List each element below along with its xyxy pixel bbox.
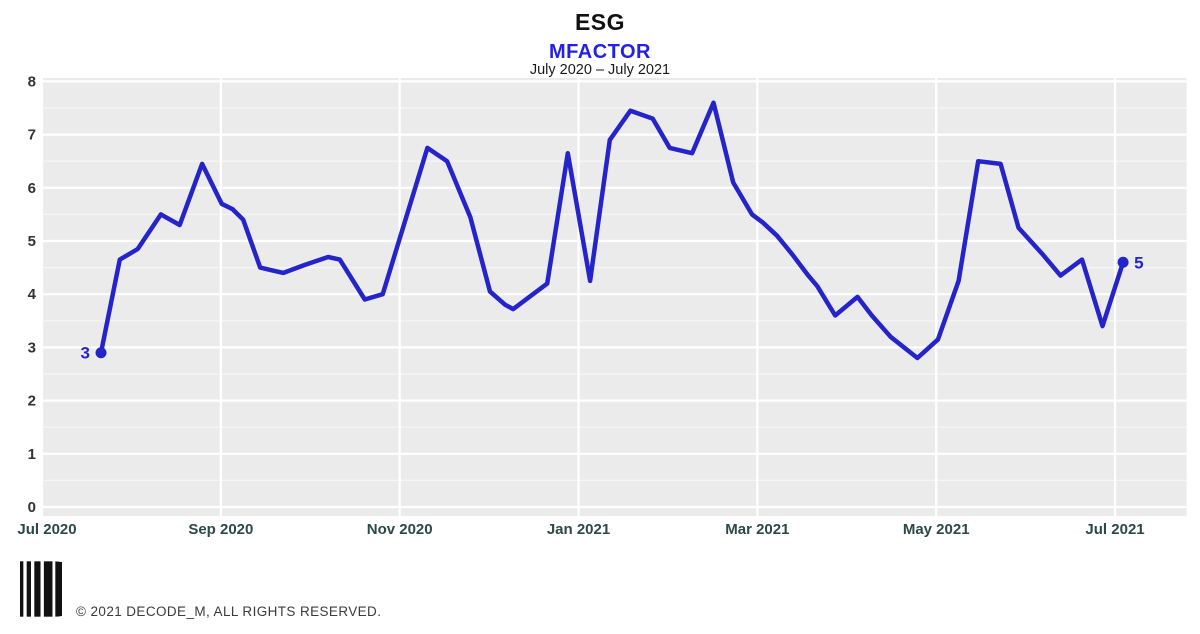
y-axis-tick-label: 1 <box>28 446 36 463</box>
y-axis-tick-label: 8 <box>28 73 36 90</box>
y-axis-tick-label: 2 <box>28 393 36 410</box>
chart-subtitle: MFACTOR <box>548 41 651 63</box>
copyright-text: © 2021 DECODE_M, ALL RIGHTS RESERVED. <box>76 604 382 619</box>
x-axis-tick-label: Jan 2021 <box>547 521 610 538</box>
x-axis-tick-label: May 2021 <box>903 521 970 538</box>
x-axis-tick-label: Jul 2020 <box>17 521 76 538</box>
plot-area <box>42 78 1187 516</box>
y-axis-tick-label: 4 <box>28 286 37 303</box>
line-chart: 0 1 2 3 4 5 6 7 8 Jul 2020 Sep 2020 Nov 2020 Jan 202… <box>17 73 1187 538</box>
x-axis-tick-label: Nov 2020 <box>367 521 433 538</box>
series-end-value-label: 5 <box>1134 253 1143 272</box>
series-start-point <box>95 347 107 359</box>
y-axis-tick-label: 7 <box>28 127 36 144</box>
x-axis-tick-label: Sep 2020 <box>188 521 253 538</box>
chart-title: ESG <box>574 9 626 35</box>
series-end-point <box>1117 256 1129 268</box>
y-axis-tick-label: 3 <box>28 339 36 356</box>
decode-m-logo-icon <box>20 560 83 623</box>
footer: © 2021 DECODE_M, ALL RIGHTS RESERVED. <box>20 560 381 623</box>
y-axis-tick-label: 0 <box>28 499 36 516</box>
y-axis-tick-label: 6 <box>28 180 36 197</box>
esg-series-line <box>98 100 1126 361</box>
y-axis-tick-label: 5 <box>28 233 36 250</box>
x-axis-tick-label: Jul 2021 <box>1085 521 1144 538</box>
x-axis-tick-label: Mar 2021 <box>725 521 789 538</box>
series-start-value-label: 3 <box>81 344 90 363</box>
chart-date-range: July 2020 – July 2021 <box>529 62 671 78</box>
